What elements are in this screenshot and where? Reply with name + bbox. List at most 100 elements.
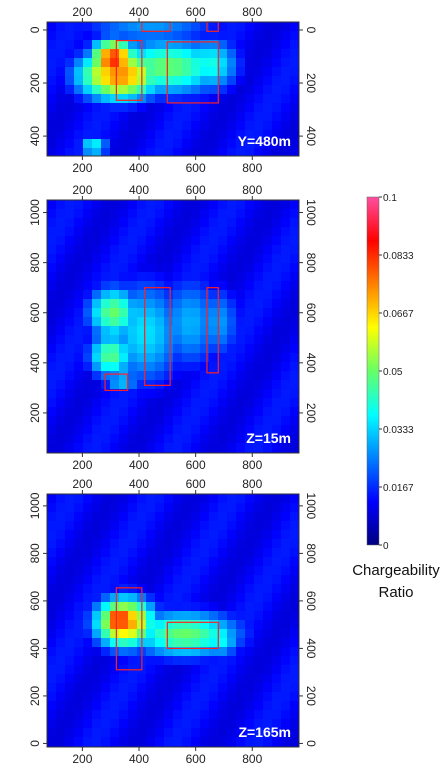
heatmap-cell bbox=[110, 49, 119, 58]
heatmap-cell bbox=[83, 389, 92, 398]
heatmap-cell bbox=[119, 40, 128, 49]
heatmap-cell bbox=[209, 112, 218, 121]
heatmap-cell bbox=[110, 638, 119, 647]
heatmap-cell bbox=[74, 638, 83, 647]
heatmap-cell bbox=[200, 344, 209, 353]
heatmap-cell bbox=[83, 371, 92, 380]
heatmap-cell bbox=[128, 539, 137, 548]
heatmap-cell bbox=[200, 494, 209, 503]
heatmap-cell bbox=[101, 218, 110, 227]
heatmap-cell bbox=[56, 647, 65, 656]
heatmap-cell bbox=[200, 67, 209, 76]
heatmap-cell bbox=[83, 67, 92, 76]
heatmap-cell bbox=[182, 389, 191, 398]
heatmap-cell bbox=[137, 728, 146, 737]
heatmap-cell bbox=[254, 218, 263, 227]
heatmap-cell bbox=[101, 58, 110, 67]
heatmap-cell bbox=[146, 281, 155, 290]
heatmap-cell bbox=[56, 719, 65, 728]
heatmap-cell bbox=[254, 272, 263, 281]
heatmap-cell bbox=[236, 103, 245, 112]
heatmap-cell bbox=[209, 308, 218, 317]
heatmap-cell bbox=[173, 371, 182, 380]
heatmap-cell bbox=[200, 710, 209, 719]
heatmap-cell bbox=[83, 425, 92, 434]
heatmap-cell bbox=[119, 22, 128, 31]
heatmap-cell bbox=[281, 674, 290, 683]
heatmap-cell bbox=[173, 200, 182, 209]
heatmap-cell bbox=[281, 548, 290, 557]
heatmap-cell bbox=[227, 371, 236, 380]
x-tick-label-bottom: 800 bbox=[242, 458, 262, 472]
heatmap-cell bbox=[137, 236, 146, 245]
heatmap-cell bbox=[155, 530, 164, 539]
heatmap-cell bbox=[281, 94, 290, 103]
y-tick-label-right: 1000 bbox=[304, 199, 318, 226]
heatmap-cell bbox=[146, 398, 155, 407]
heatmap-cell bbox=[92, 434, 101, 443]
heatmap-cell bbox=[218, 362, 227, 371]
heatmap-cell bbox=[110, 728, 119, 737]
heatmap-cell bbox=[290, 575, 299, 584]
heatmap-cell bbox=[290, 139, 299, 148]
heatmap-cell bbox=[236, 701, 245, 710]
heatmap-cell bbox=[155, 236, 164, 245]
heatmap-cell bbox=[65, 371, 74, 380]
heatmap-cell bbox=[218, 683, 227, 692]
heatmap-cell bbox=[74, 272, 83, 281]
heatmap-cell bbox=[173, 398, 182, 407]
heatmap-cell bbox=[119, 692, 128, 701]
heatmap-cell bbox=[173, 130, 182, 139]
heatmap-cell bbox=[92, 58, 101, 67]
heatmap-cell bbox=[110, 22, 119, 31]
heatmap-cell bbox=[263, 665, 272, 674]
heatmap-cell bbox=[65, 94, 74, 103]
heatmap-cell bbox=[146, 121, 155, 130]
heatmap-cell bbox=[245, 647, 254, 656]
heatmap-cell bbox=[164, 503, 173, 512]
heatmap-cell bbox=[119, 656, 128, 665]
heatmap-cell bbox=[209, 557, 218, 566]
heatmap-cell bbox=[218, 317, 227, 326]
heatmap-cell bbox=[236, 389, 245, 398]
heatmap-cell bbox=[146, 701, 155, 710]
heatmap-cell bbox=[119, 566, 128, 575]
heatmap-cell bbox=[182, 290, 191, 299]
heatmap-cell bbox=[119, 701, 128, 710]
heatmap-cell bbox=[254, 692, 263, 701]
heatmap-cell bbox=[182, 103, 191, 112]
heatmap-cell bbox=[47, 425, 56, 434]
heatmap-cell bbox=[47, 611, 56, 620]
heatmap-cell bbox=[218, 389, 227, 398]
heatmap-cell bbox=[236, 362, 245, 371]
heatmap-cell bbox=[65, 683, 74, 692]
heatmap-cell bbox=[173, 236, 182, 245]
heatmap-cell bbox=[209, 521, 218, 530]
heatmap-cell bbox=[83, 380, 92, 389]
heatmap-cell bbox=[272, 557, 281, 566]
heatmap-cell bbox=[128, 236, 137, 245]
heatmap-cell bbox=[245, 539, 254, 548]
heatmap-cell bbox=[47, 701, 56, 710]
heatmap-cell bbox=[128, 647, 137, 656]
y-tick-label-left: 400 bbox=[28, 352, 42, 372]
heatmap-cell bbox=[191, 209, 200, 218]
heatmap-cell bbox=[128, 380, 137, 389]
heatmap-cell bbox=[65, 263, 74, 272]
heatmap-cell bbox=[290, 326, 299, 335]
heatmap-cell bbox=[128, 254, 137, 263]
heatmap-cell bbox=[263, 521, 272, 530]
heatmap-cell bbox=[56, 85, 65, 94]
heatmap-cell bbox=[146, 575, 155, 584]
heatmap-cell bbox=[74, 245, 83, 254]
heatmap-cell bbox=[227, 362, 236, 371]
heatmap-cell bbox=[92, 521, 101, 530]
heatmap-cell bbox=[263, 548, 272, 557]
heatmap-cell bbox=[254, 701, 263, 710]
heatmap-cell bbox=[164, 254, 173, 263]
heatmap-cell bbox=[65, 299, 74, 308]
heatmap-cell bbox=[155, 121, 164, 130]
heatmap-cell bbox=[83, 665, 92, 674]
heatmap-cell bbox=[272, 67, 281, 76]
heatmap-cell bbox=[119, 710, 128, 719]
